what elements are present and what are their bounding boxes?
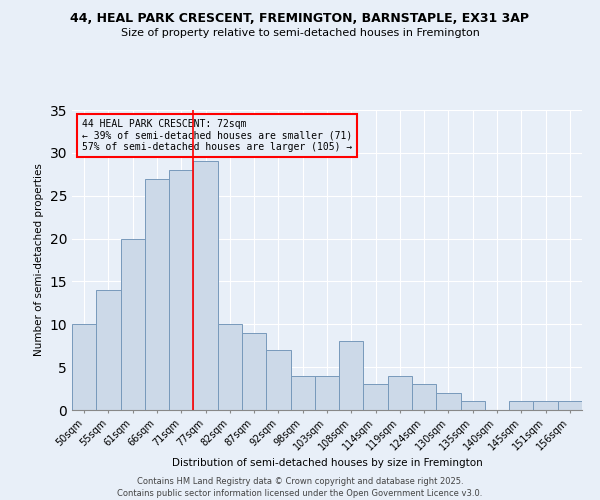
- Bar: [145, 178, 169, 410]
- Bar: [315, 376, 339, 410]
- Bar: [533, 402, 558, 410]
- Bar: [121, 238, 145, 410]
- Bar: [412, 384, 436, 410]
- Text: Contains HM Land Registry data © Crown copyright and database right 2025.: Contains HM Land Registry data © Crown c…: [137, 478, 463, 486]
- Text: 44 HEAL PARK CRESCENT: 72sqm
← 39% of semi-detached houses are smaller (71)
57% : 44 HEAL PARK CRESCENT: 72sqm ← 39% of se…: [82, 119, 352, 152]
- Bar: [339, 342, 364, 410]
- Bar: [461, 402, 485, 410]
- X-axis label: Distribution of semi-detached houses by size in Fremington: Distribution of semi-detached houses by …: [172, 458, 482, 468]
- Bar: [266, 350, 290, 410]
- Bar: [436, 393, 461, 410]
- Bar: [169, 170, 193, 410]
- Text: Size of property relative to semi-detached houses in Fremington: Size of property relative to semi-detach…: [121, 28, 479, 38]
- Bar: [364, 384, 388, 410]
- Bar: [242, 333, 266, 410]
- Bar: [558, 402, 582, 410]
- Bar: [193, 162, 218, 410]
- Y-axis label: Number of semi-detached properties: Number of semi-detached properties: [34, 164, 44, 356]
- Bar: [72, 324, 96, 410]
- Bar: [509, 402, 533, 410]
- Bar: [388, 376, 412, 410]
- Text: Contains public sector information licensed under the Open Government Licence v3: Contains public sector information licen…: [118, 489, 482, 498]
- Text: 44, HEAL PARK CRESCENT, FREMINGTON, BARNSTAPLE, EX31 3AP: 44, HEAL PARK CRESCENT, FREMINGTON, BARN…: [71, 12, 530, 26]
- Bar: [218, 324, 242, 410]
- Bar: [96, 290, 121, 410]
- Bar: [290, 376, 315, 410]
